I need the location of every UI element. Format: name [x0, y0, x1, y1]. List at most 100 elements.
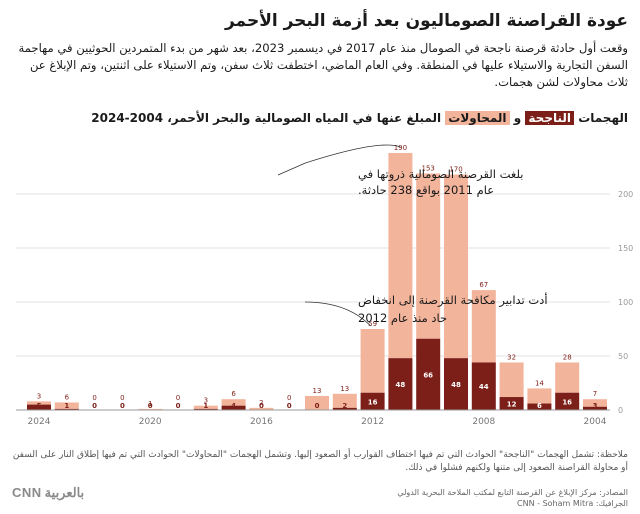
x-tick-label: 2004: [584, 417, 607, 427]
data-label-attempted: 13: [340, 385, 349, 393]
logo-latin: CNN: [12, 485, 42, 500]
bar-successful: [555, 392, 580, 410]
annotation-peak-text: بلغت القرصنة الصومالية ذروتها في: [358, 167, 523, 182]
y-tick-label: 0: [618, 406, 623, 415]
x-tick-label: 2024: [28, 417, 51, 427]
subtitle-conj: و: [513, 111, 522, 125]
data-label-attempted: 14: [535, 379, 544, 387]
data-label-attempted: 170: [449, 166, 462, 174]
bar-attempted: [305, 395, 329, 410]
data-label-attempted: 6: [231, 390, 236, 398]
data-label-attempted: 13: [313, 387, 322, 395]
credit-line: الجرافيك: CNN - Soham Mitra: [517, 499, 628, 508]
data-label-attempted: 3: [37, 392, 41, 400]
data-label-attempted: 3: [204, 397, 208, 405]
intro-paragraph: وقعت أول حادثة قرصنة ناجحة في الصومال من…: [18, 41, 629, 89]
data-label-successful: 48: [396, 381, 406, 389]
bar-attempted: [360, 329, 385, 393]
data-label-successful: 16: [562, 398, 572, 406]
bar-attempted: [416, 173, 441, 339]
y-tick-label: 50: [618, 352, 628, 361]
data-label-successful: 16: [368, 398, 378, 406]
legend-successful: الناجحة: [525, 111, 574, 125]
data-label-attempted: 0: [92, 394, 96, 402]
bar-attempted: [388, 152, 413, 359]
bar-successful: [416, 338, 441, 410]
bar-successful: [499, 397, 524, 410]
data-label-successful: 48: [451, 381, 461, 389]
bar-attempted: [444, 174, 468, 359]
data-label-attempted: 153: [422, 164, 435, 172]
data-label-attempted: 28: [563, 353, 572, 361]
data-label-attempted: 0: [120, 394, 124, 402]
bar-attempted: [527, 388, 552, 404]
data-label-attempted: 0: [176, 394, 180, 402]
bar-attempted: [555, 362, 580, 393]
bar-successful: [221, 405, 246, 410]
data-label-attempted: 0: [287, 394, 291, 402]
bar-successful: [193, 408, 218, 410]
data-label-attempted: 67: [479, 281, 488, 289]
bar-attempted: [471, 290, 496, 363]
bar-attempted: [27, 401, 51, 405]
subtitle-suffix: المبلغ عنها في المياه الصومالية والبحر ا…: [91, 111, 442, 125]
bar-successful: [388, 358, 413, 410]
data-label-successful: 6: [537, 402, 542, 410]
source-line: المصادر: مركز الإبلاغ عن القرصنة التابع …: [397, 488, 628, 497]
bar-attempted: [583, 399, 607, 407]
data-label-attempted: 59: [368, 320, 377, 328]
data-label-successful: 0: [176, 402, 181, 410]
bar-successful: [583, 406, 607, 410]
x-tick-label: 2012: [361, 417, 384, 427]
y-tick-label: 200: [618, 190, 633, 199]
data-label-successful: 0: [92, 402, 97, 410]
data-label-attempted: 7: [593, 390, 597, 398]
annotation-peak-line: [277, 144, 401, 176]
bar-attempted: [249, 407, 274, 410]
y-tick-label: 100: [618, 298, 633, 307]
x-tick-label: 2008: [472, 417, 495, 427]
data-label-attempted: 6: [65, 393, 70, 401]
bar-attempted: [332, 393, 357, 408]
page-title: عودة القراصنة الصوماليون بعد أزمة البحر …: [224, 11, 628, 31]
bar-attempted: [193, 405, 218, 409]
data-label-successful: 1: [64, 402, 69, 410]
annotation-decline-text: حاد منذ عام 2012: [358, 311, 447, 325]
data-label-successful: 0: [120, 402, 125, 410]
data-label-successful: 5: [37, 402, 42, 410]
bar-attempted: [499, 362, 524, 398]
annotation-peak-text: عام 2011 بواقع 238 حادثة.: [358, 183, 494, 198]
bar-successful: [360, 392, 385, 410]
x-tick-label: 2020: [139, 417, 162, 427]
data-label-successful: 12: [507, 401, 517, 409]
data-label-successful: 44: [479, 383, 489, 391]
bar-successful: [54, 408, 79, 410]
annotation-decline-line: [304, 301, 371, 327]
bar-successful: [471, 362, 496, 410]
bar-successful: [332, 407, 357, 410]
bar-successful: [527, 403, 552, 410]
data-label-successful: 3: [593, 402, 598, 410]
data-label-successful: 2: [342, 402, 347, 410]
data-label-successful: 66: [423, 371, 433, 379]
data-label-successful: 0: [148, 402, 153, 410]
bar-attempted: [54, 402, 79, 409]
data-label-successful: 1: [203, 402, 208, 410]
chart-subtitle: الهجمات الناجحة و المحاولات المبلغ عنها …: [12, 108, 628, 128]
x-tick-label: 2016: [250, 417, 273, 427]
bar-successful: [444, 358, 468, 410]
cnn-arabic-logo: CNN بالعربية: [12, 485, 84, 501]
annotation-decline-text: أدت تدابير مكافحة القرصنة إلى انخفاض: [358, 292, 548, 308]
bar-attempted: [138, 408, 163, 410]
data-label-attempted: 190: [394, 144, 407, 152]
data-label-attempted: 1: [148, 400, 152, 408]
subtitle-prefix: الهجمات: [578, 111, 628, 125]
data-label-successful: 4: [231, 402, 236, 410]
legend-attempted: المحاولات: [445, 111, 510, 125]
logo-arabic: بالعربية: [44, 485, 85, 500]
chart-note: ملاحظة: تشمل الهجمات "الناجحة" الحوادث ا…: [12, 450, 628, 473]
chart-source: المصادر: مركز الإبلاغ عن القرصنة التابع …: [80, 487, 628, 509]
data-label-attempted: 2: [259, 399, 263, 407]
